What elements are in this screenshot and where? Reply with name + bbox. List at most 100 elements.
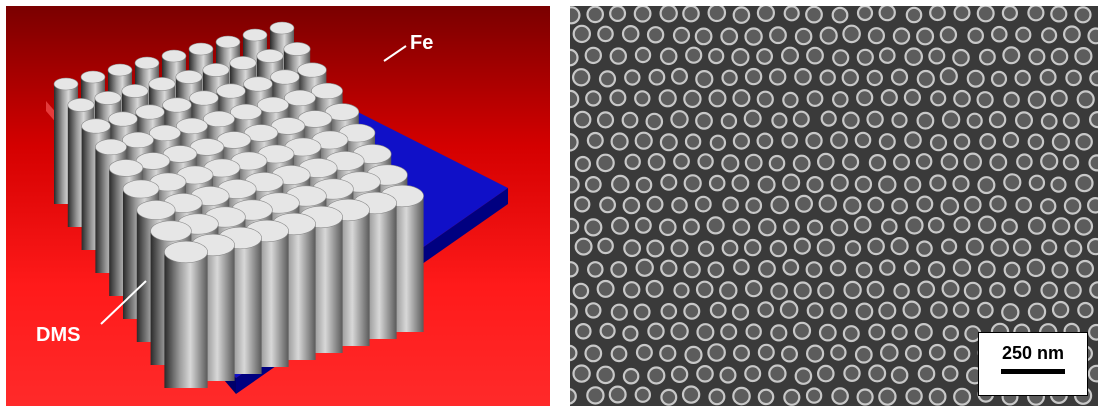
nanopillar-dot [842, 153, 860, 171]
nanopillar-dot [904, 176, 922, 194]
pillar-top [188, 42, 214, 56]
nanopillar-dot [952, 258, 972, 277]
nanopillar-dot [905, 387, 923, 405]
nanopillar-dot [635, 343, 653, 361]
nanopillar-dot [903, 88, 921, 107]
nanopillar-dot [930, 90, 947, 107]
nanopillar-dot [856, 388, 874, 406]
nanopillar-dot [927, 261, 946, 279]
nanopillar-dot [1015, 26, 1032, 43]
nanopillar-dot [757, 388, 775, 406]
nanopillar-dot [843, 280, 862, 300]
nanopillar-dot [720, 323, 738, 341]
nanopillar-dot [659, 344, 677, 362]
nanopillar-dot [794, 27, 813, 46]
nanopillar-dot [783, 388, 801, 406]
nanopillar-dot [890, 366, 909, 384]
nanopillar-dot [1087, 237, 1098, 256]
nanopillar-dot [684, 345, 703, 364]
nanopillar-dot [830, 173, 849, 192]
nanopillar-dot [1003, 91, 1020, 108]
nanopillar-dot [1003, 261, 1021, 279]
pillar-top [122, 179, 160, 199]
nanopillar-dot [732, 132, 750, 150]
nanopillar-dot [1088, 154, 1098, 172]
nanopillar-dot [989, 153, 1008, 172]
nanopillar-dot [1050, 6, 1068, 23]
nanopillar-dot [670, 239, 689, 258]
nanopillar-dot [1075, 133, 1093, 151]
nanopillar-dot [684, 133, 702, 150]
nanopillar-dot [792, 321, 812, 340]
nanopillar-dot [720, 112, 738, 130]
nanopillar-dot [891, 111, 908, 129]
nanopillar-dot [660, 173, 678, 191]
nanopillar-dot [928, 47, 946, 65]
nanopillar-dot [570, 175, 580, 194]
nanopillar-dot [977, 176, 996, 195]
nanopillar-dot [706, 216, 725, 235]
nanopillar-dot [866, 110, 884, 129]
nanopillar-dot [781, 46, 800, 65]
pillar-top [108, 159, 144, 177]
nanopillar-dot [696, 323, 715, 342]
pillar-top [53, 77, 79, 91]
nanopillar-dot [917, 364, 936, 383]
nanopillar-dot [586, 131, 604, 149]
nanopillar-dot [929, 6, 946, 22]
nanopillar-dot [953, 345, 971, 362]
pillar-top [269, 21, 295, 35]
nanopillar-dot [929, 134, 948, 152]
nanopillar-dot [1027, 90, 1047, 110]
nanopillar-dot [817, 364, 835, 383]
pillar-top [297, 62, 327, 78]
pillar-top [134, 56, 160, 70]
nanopillar-dot [635, 258, 654, 277]
nanopillar-dot [976, 91, 994, 109]
nanopillar-dot [914, 323, 933, 342]
nanopillar-dot [660, 259, 678, 277]
nanopillar-dot [855, 302, 874, 321]
nanopillar-dot [570, 48, 579, 67]
nanopillar-dot [1063, 197, 1082, 215]
nanopillar-dot [1050, 176, 1067, 193]
nanopillar-dot [732, 89, 751, 108]
nanopillar-dot [904, 47, 923, 66]
nanopillar-dot [793, 281, 812, 300]
nanopillar-dot [585, 302, 602, 319]
nanopillar-dot [634, 386, 652, 403]
nanopillar-dot [1074, 46, 1093, 66]
nanopillar-dot [584, 344, 603, 363]
pillar-top [243, 76, 273, 92]
nanopillar-dot [1050, 89, 1068, 107]
nanopillar-dot [610, 345, 628, 363]
nanopillar-dot [635, 176, 653, 194]
nanopillar-dot [782, 258, 800, 276]
nanopillar-dot [571, 68, 591, 87]
nanopillar-dot [941, 365, 959, 382]
pillar-top [215, 35, 241, 49]
pillar-body [164, 252, 208, 388]
nanopillar-dot [830, 218, 849, 237]
nanopillar-dot [966, 112, 983, 129]
nanopillar-dot [756, 90, 774, 108]
nanopillar-dot [1015, 111, 1034, 130]
nanopillar-dot [1087, 197, 1098, 214]
nanopillar-dot [1026, 258, 1046, 278]
nanopillar-dot [659, 47, 678, 66]
nanopillar-dot [963, 152, 982, 171]
nanopillar-dot [1074, 217, 1094, 236]
nanopillar-dot [990, 70, 1008, 88]
nanopillar-dot [647, 152, 666, 171]
nanopillar-dot [673, 282, 690, 299]
nanopillar-dot [610, 261, 628, 278]
nanopillar-dot [634, 131, 653, 150]
nanopillar-dot [1087, 364, 1098, 383]
nanopillar-dot [916, 27, 935, 46]
nanopillar-dot [570, 89, 580, 109]
nanopillar-dot [633, 303, 651, 321]
nanopillar-dot [1027, 216, 1046, 235]
pillar-top [136, 200, 176, 220]
nanopillar-dot [621, 111, 639, 129]
nanopillar-dot [820, 110, 837, 127]
